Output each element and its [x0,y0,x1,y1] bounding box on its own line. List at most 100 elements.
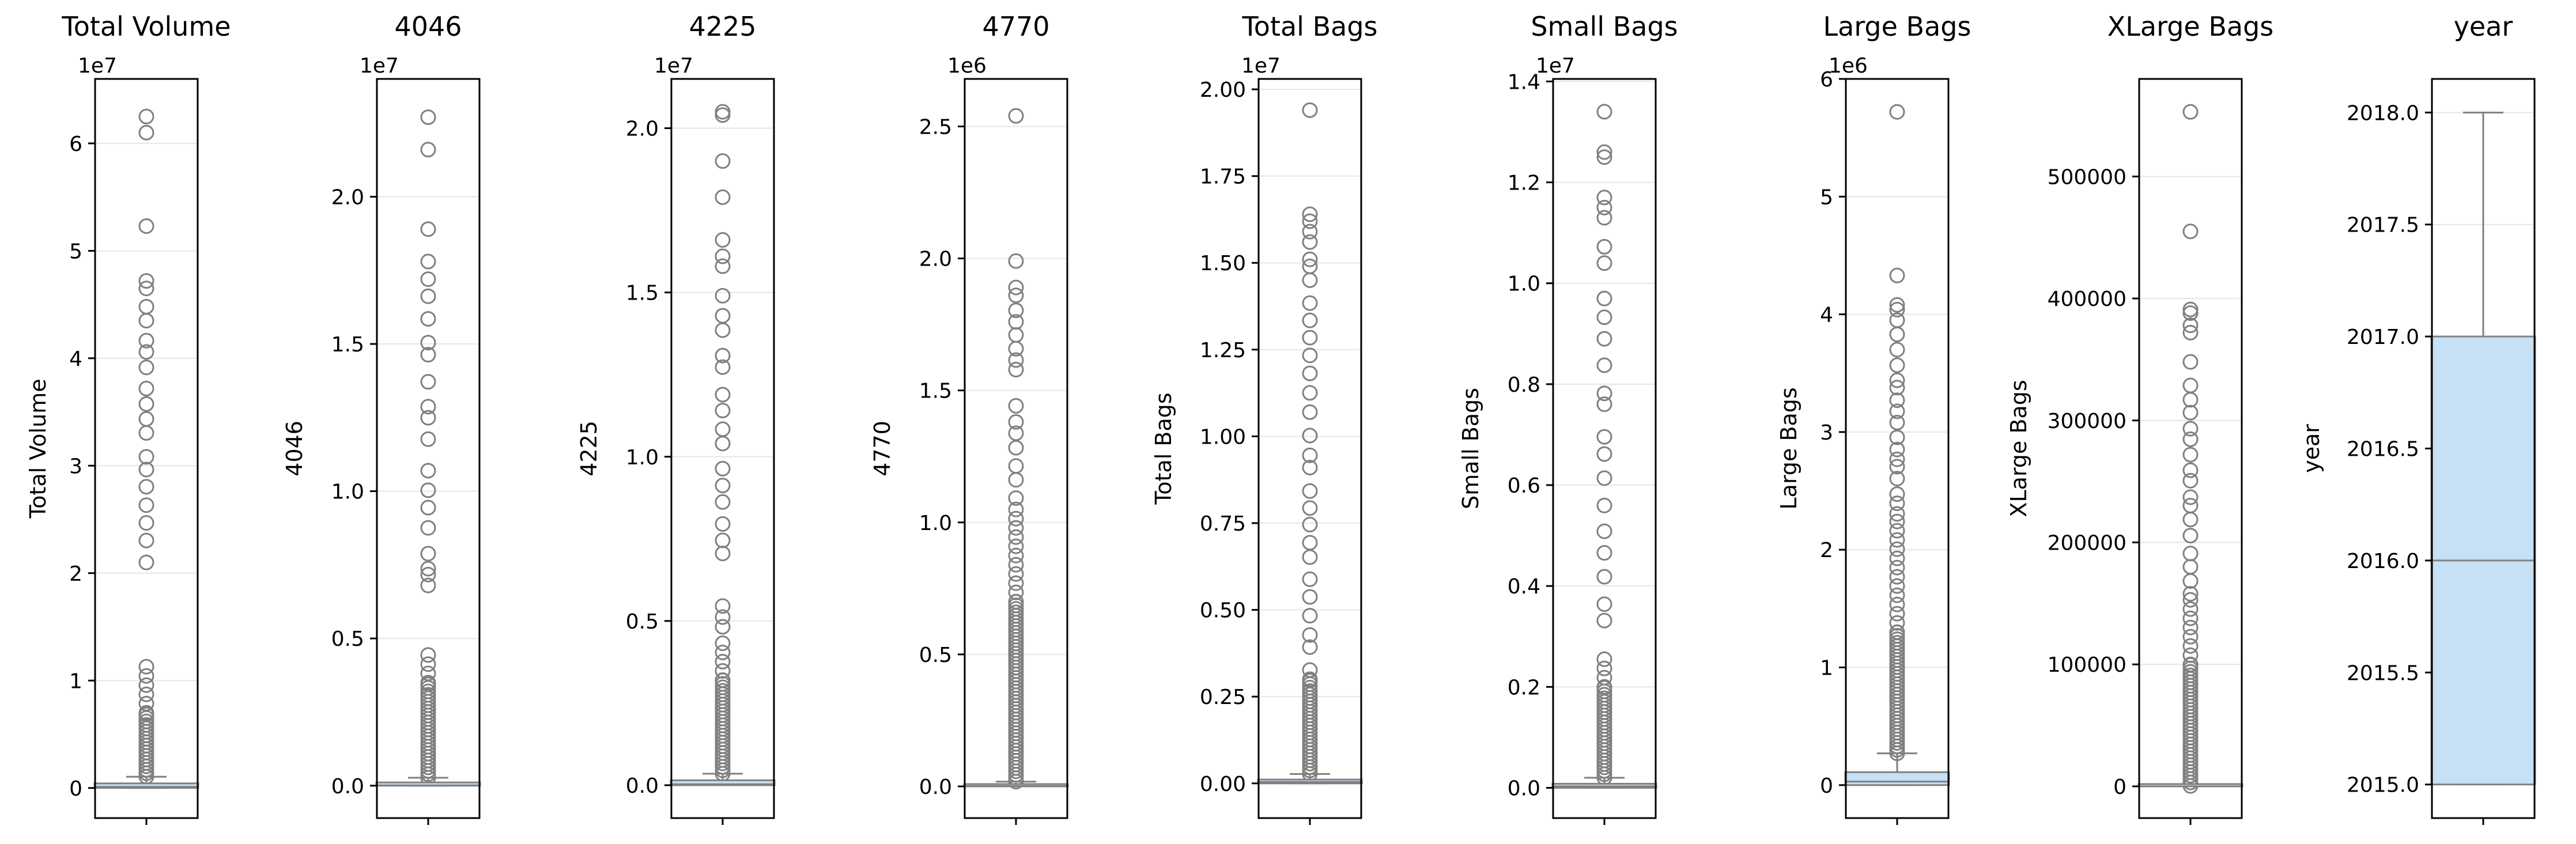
y-axis-label: Small Bags [1458,388,1483,509]
panel-title: XLarge Bags [2107,11,2273,42]
y-tick-label: 2015.0 [2347,774,2419,797]
outlier-point [420,520,436,536]
y-tick-label: 1 [69,669,82,693]
outlier-point [1302,571,1318,587]
outlier-point [1596,309,1612,326]
outlier-point [2182,377,2199,393]
outlier-point [138,532,154,548]
y-tick-label: 0.0 [331,775,364,798]
outlier-point [420,499,436,516]
outlier-point [1596,239,1612,255]
outlier-point [1889,403,1905,419]
outlier-point [2182,601,2199,617]
panel-title: 4225 [689,11,756,42]
y-tick-label: 2017.5 [2347,214,2419,237]
panel-9: year 2015.0 2015.5 2016.0 2016.5 2017.0 2017.5… [2299,11,2536,825]
outlier-point [2182,619,2199,635]
outlier-point [1008,575,1024,591]
outlier-point [1302,483,1318,499]
axis-multiplier: 1e7 [1241,54,1281,78]
outlier-point [138,515,154,531]
outlier-point [715,645,731,661]
panel-5: Total Bags 0.00 0.25 0.50 0.75 1.00 1.25 1.50 1.… [1151,11,1377,825]
outlier-point [1596,396,1612,412]
y-tick-label: 0 [1820,774,1833,798]
outlier-point [1008,287,1024,304]
panel-2: 4046 0.0 0.5 1.0 1.5 2.0 1e7 4046 [282,11,481,825]
y-tick-label: 1.5 [331,333,364,357]
outlier-point [1302,330,1318,346]
outlier-point [715,387,731,403]
outlier-point [715,347,731,364]
outlier-point [1889,459,1905,475]
outlier-point [1596,679,1612,695]
axis-multiplier: 1e6 [947,54,987,78]
outlier-point [1008,593,1024,610]
box-iqr [1844,771,1950,786]
y-tick-label: 0.5 [919,644,952,667]
outlier-point [138,497,154,513]
outlier-point [2182,586,2199,602]
outlier-point [1596,210,1612,226]
outlier-point [2182,647,2199,663]
panel-title: Large Bags [1823,11,1971,42]
outlier-point [1889,297,1905,313]
outlier-point [1889,587,1905,603]
panel-title: Total Volume [61,11,231,42]
y-tick-label: 2018.0 [2347,101,2419,125]
panel-title: 4770 [982,11,1049,42]
y-tick-label: 5 [1820,186,1833,209]
outlier-point [1302,639,1318,655]
y-tick-label: 4 [1820,304,1833,327]
outlier-point [138,695,154,711]
outlier-point [1889,414,1905,430]
outlier-point [1889,506,1905,522]
outlier-point [1302,213,1318,229]
y-tick-label: 2 [69,562,82,586]
outlier-point [2182,324,2199,340]
outlier-point [420,142,436,158]
outlier-point [420,288,436,304]
y-axis-label: Large Bags [1776,387,1801,509]
outlier-point [1302,460,1318,476]
outlier-point [420,374,436,390]
axis-multiplier: 1e7 [78,54,117,78]
outlier-point [1596,199,1612,215]
outlier-point [1596,104,1612,120]
outlier-point [1008,425,1024,441]
outlier-point [138,281,154,297]
y-tick-label: 2015.5 [2347,661,2419,685]
outlier-point [2182,546,2199,562]
outlier-point [1008,510,1024,527]
outlier-point [715,635,731,652]
y-tick-label: 2.0 [626,118,659,141]
y-tick-label: 1.5 [626,282,659,305]
y-tick-label: 1.0 [626,446,659,470]
outlier-point [420,431,436,447]
outlier-point [715,104,731,120]
outlier-point [1889,578,1905,594]
outlier-point [715,478,731,494]
outlier-point [138,380,154,396]
outlier-point [138,332,154,349]
outlier-point [138,298,154,315]
y-tick-label: 0.25 [1200,686,1246,709]
outlier-point [2182,446,2199,463]
outlier-point [715,153,731,169]
y-axis-label: Total Volume [25,379,51,518]
outlier-point [1889,392,1905,408]
outlier-point [138,668,154,684]
outlier-point [1596,357,1612,373]
y-tick-label: 0.50 [1200,599,1246,623]
outlier-point [1596,429,1612,445]
y-tick-label: 1.25 [1200,339,1246,362]
outlier-point [138,658,154,675]
outlier-point [715,359,731,375]
outlier-point [420,347,436,363]
outlier-point [1302,500,1318,516]
outlier-point [1596,660,1612,676]
outlier-point [1008,529,1024,545]
outlier-point [1302,102,1318,118]
outlier-point [420,271,436,287]
